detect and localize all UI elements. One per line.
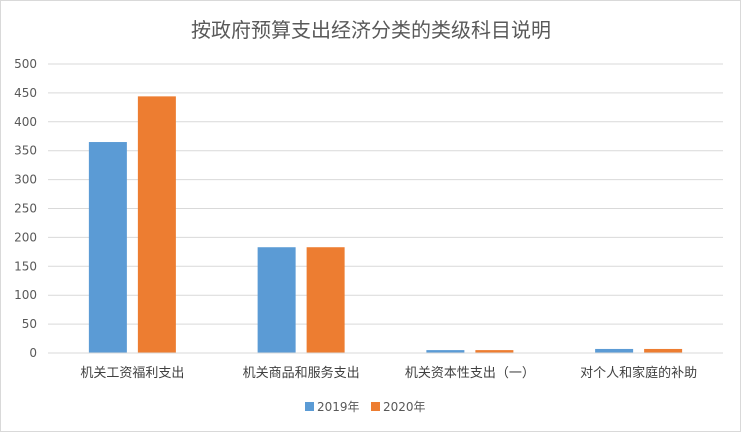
bar <box>426 350 465 353</box>
legend-label: 2019年 <box>317 400 360 414</box>
y-tick-label: 400 <box>14 115 37 129</box>
y-tick-label: 200 <box>14 230 37 244</box>
legend: 2019年 2020年 <box>305 400 426 414</box>
bar <box>306 247 345 353</box>
x-category-label: 对个人和家庭的补助 <box>580 365 697 381</box>
chart-title: 按政府预算支出经济分类的类级科目说明 <box>191 18 551 42</box>
y-tick-label: 100 <box>14 288 37 302</box>
legend-label: 2020年 <box>383 400 426 414</box>
bar <box>475 350 514 353</box>
x-axis-labels: 机关工资福利支出 机关商品和服务支出 机关资本性支出（一） 对个人和家庭的补助 <box>80 365 697 381</box>
x-category-label: 机关商品和服务支出 <box>243 365 360 381</box>
y-tick-label: 0 <box>29 346 37 360</box>
bar <box>137 96 176 354</box>
legend-swatch <box>371 402 380 411</box>
bars <box>88 96 683 354</box>
y-tick-label: 300 <box>14 173 37 187</box>
y-tick-label: 50 <box>22 317 37 331</box>
legend-swatch <box>305 402 314 411</box>
bar <box>257 247 296 353</box>
bar <box>595 348 634 353</box>
x-category-label: 机关资本性支出（一） <box>405 366 535 381</box>
y-tick-label: 350 <box>14 144 37 158</box>
y-tick-label: 150 <box>14 259 37 273</box>
x-category-label: 机关工资福利支出 <box>80 366 184 381</box>
y-tick-label: 450 <box>14 86 37 100</box>
y-tick-label: 500 <box>14 57 37 71</box>
bar <box>88 142 127 353</box>
bar <box>644 348 683 353</box>
y-tick-label: 250 <box>14 202 37 216</box>
y-axis-ticks: 0 50 100 150 200 250 300 350 400 450 500 <box>14 57 37 360</box>
